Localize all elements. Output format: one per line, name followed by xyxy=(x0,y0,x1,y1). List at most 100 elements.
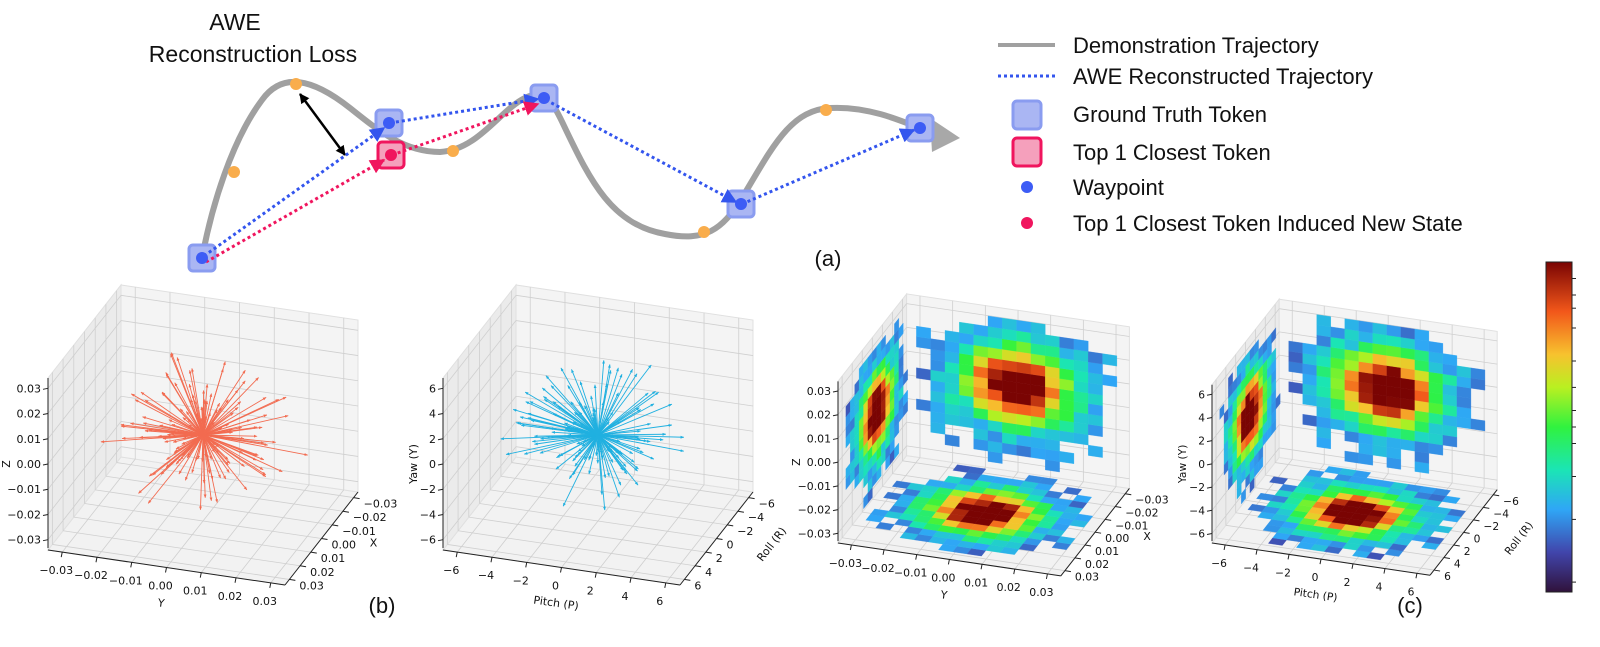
panel-b-label: (b) xyxy=(369,593,396,618)
z-tick xyxy=(42,438,49,441)
heatmap-cell-floor xyxy=(1425,536,1445,545)
gridline xyxy=(47,320,122,414)
quiver-arrow xyxy=(134,399,204,436)
gridline xyxy=(47,370,122,465)
quiver-arrow xyxy=(588,434,599,461)
x-tick-label: 0 xyxy=(1474,532,1481,545)
y-tick-label: −0.03 xyxy=(829,557,862,570)
quiver-arrow xyxy=(597,360,605,436)
y-tick-label: −6 xyxy=(1211,557,1227,570)
z-tick-label: −0.01 xyxy=(798,480,831,493)
heatmap-cell-back xyxy=(1073,338,1089,352)
gridline xyxy=(442,370,517,465)
quiver-arrow xyxy=(597,369,612,436)
z-tick xyxy=(1206,463,1213,466)
awe-reconstructed-trajectory xyxy=(203,93,916,258)
gridline xyxy=(490,489,728,526)
quiver-arrow xyxy=(142,416,204,436)
z-tick-label: −0.03 xyxy=(7,534,41,547)
x-tick-label: 0.01 xyxy=(321,552,346,565)
quiver-arrow xyxy=(597,421,610,436)
quiver-arrow xyxy=(597,434,610,477)
quiver-arrow xyxy=(202,397,267,436)
gridline xyxy=(479,503,717,539)
x-tick xyxy=(310,551,317,554)
quiver-arrow xyxy=(597,373,638,436)
z-tick xyxy=(1206,486,1213,489)
gridline xyxy=(1211,308,1280,395)
heatmap-cell-left xyxy=(898,343,904,361)
x-tick xyxy=(705,551,712,554)
y-tick xyxy=(947,559,950,565)
y-tick-label: −2 xyxy=(513,574,529,587)
quiver-arrow xyxy=(139,434,204,439)
x-tick xyxy=(300,565,307,568)
quiver-arrow xyxy=(142,422,204,436)
y-tick-label: −0.01 xyxy=(109,574,143,587)
z-tick xyxy=(1206,393,1213,396)
z-tick xyxy=(42,387,49,390)
y-tick-label: 2 xyxy=(1344,576,1351,589)
quiver-arrow xyxy=(202,434,212,460)
y-tick xyxy=(882,549,885,555)
x-tick xyxy=(727,524,734,527)
quiver-arrow xyxy=(181,434,204,445)
quiver-arrow xyxy=(593,384,599,436)
quiver-arrow xyxy=(202,434,229,460)
heatmap-cell-back xyxy=(1002,317,1017,331)
legend-dot-new-state xyxy=(1021,217,1033,229)
quiver-arrow xyxy=(202,400,207,436)
heatmap-cell-floor xyxy=(1073,513,1094,522)
legend-label: Demonstration Trajectory xyxy=(1073,33,1319,58)
x-tick xyxy=(289,578,296,581)
quiver-arrow xyxy=(144,429,204,436)
quiver-arrow xyxy=(202,434,259,456)
z-tick-label: 2 xyxy=(1198,435,1205,448)
heatmap-cell-left xyxy=(1271,347,1276,365)
quiver-arrow xyxy=(202,406,239,436)
z-tick xyxy=(437,387,444,390)
quiver-arrow xyxy=(168,419,204,436)
quiver-arrow xyxy=(588,434,599,475)
quiver-arrow xyxy=(539,434,599,454)
y-tick-label: 0.03 xyxy=(1029,586,1053,599)
heatmap-cell-back xyxy=(1088,444,1103,458)
gridline xyxy=(235,484,310,579)
z-tick xyxy=(832,509,839,512)
quiver-arrow xyxy=(191,394,204,436)
z-tick xyxy=(437,513,444,516)
legend-label: Ground Truth Token xyxy=(1073,102,1267,127)
quiver-arrow xyxy=(597,434,685,439)
quiver-arrow xyxy=(552,401,599,436)
x-tick-label: 6 xyxy=(694,579,701,592)
y-tick-label: 0 xyxy=(552,580,559,593)
heatmap-cell-back xyxy=(916,367,931,381)
x-tick-label: −0.03 xyxy=(364,498,398,511)
quiver-arrow xyxy=(524,391,599,436)
quiver-arrow xyxy=(597,392,619,436)
heatmap-cell-floor xyxy=(1352,470,1372,479)
heatmap-cell-floor xyxy=(1447,508,1466,517)
heatmap-cell-back xyxy=(1344,318,1359,332)
gridline xyxy=(442,345,517,440)
quiver-arrow xyxy=(120,423,204,436)
quiver-arrow xyxy=(201,434,204,463)
gridline xyxy=(515,320,754,356)
gridline xyxy=(120,345,359,382)
z-tick-label: 0.02 xyxy=(17,408,42,421)
x-axis-label: Roll (R) xyxy=(1502,519,1536,557)
x-tick-label: −4 xyxy=(1493,507,1509,520)
quiver-arrow xyxy=(202,434,269,446)
quiver-arrow xyxy=(202,401,242,436)
heatmap-cell-left xyxy=(894,317,899,335)
y-tick-label: 6 xyxy=(656,595,663,608)
x-tick-label: −0.01 xyxy=(1115,519,1148,532)
waypoints xyxy=(196,92,926,264)
z-axis-label: Yaw (Y) xyxy=(1176,445,1189,485)
x-tick xyxy=(1443,557,1451,560)
heatmap-cell-back xyxy=(1288,381,1303,395)
x-tick xyxy=(1453,544,1460,547)
quiver-arrow xyxy=(597,429,641,436)
loss-title-line2: Reconstruction Loss xyxy=(149,41,357,67)
